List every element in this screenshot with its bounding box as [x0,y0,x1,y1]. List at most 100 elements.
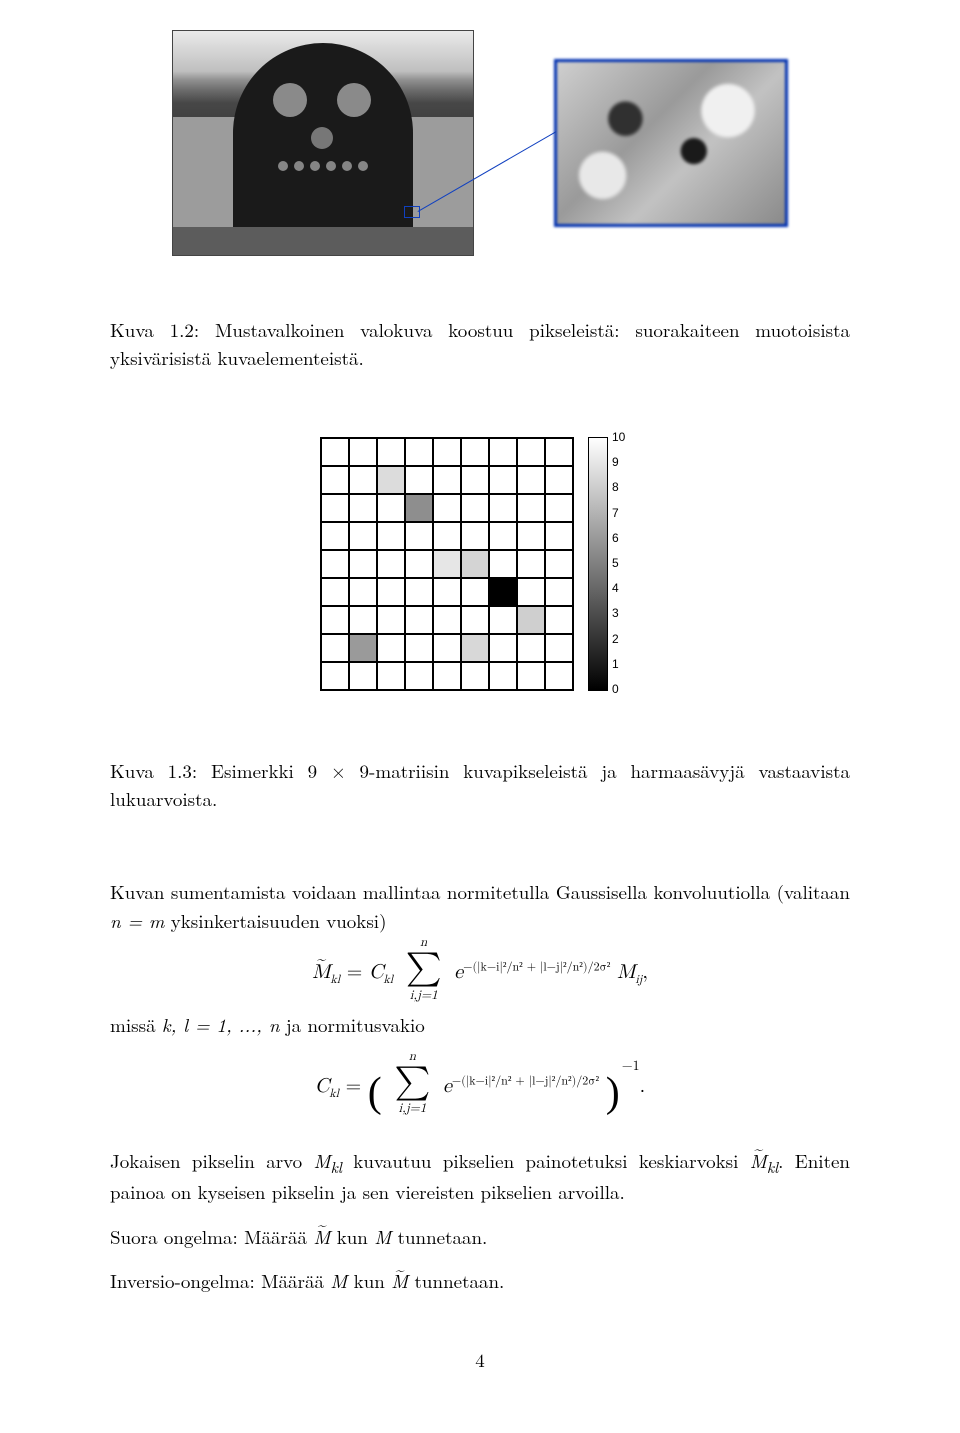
matrix-cell [377,494,405,522]
door-arch [233,43,413,243]
matrix-cell [545,466,573,494]
matrix-cell [377,662,405,690]
p1-nm: n = m [110,907,164,934]
figure-1-3: 109876543210 [110,437,850,691]
matrix-cell [433,550,461,578]
matrix-cell [321,494,349,522]
matrix-cell [489,494,517,522]
p3-kl: kl [331,1154,342,1177]
eq2-e: e [443,1076,452,1096]
matrix-cell [377,438,405,466]
caption-fig-1-3: Kuva 1.3: Esimerkki 9 × 9-matriisin kuva… [110,757,850,812]
photo-main [172,30,474,256]
matrix-cell [405,550,433,578]
colorbar-tick: 10 [612,430,625,444]
porthole-right [337,83,371,117]
eq1-sum-top: n [420,933,427,953]
matrix-cell [461,606,489,634]
matrix-cell [545,578,573,606]
p2-kl: k, l = 1, ..., n [162,1011,280,1038]
matrix-cell [349,466,377,494]
matrix-cell [461,522,489,550]
colorbar-tick: 7 [612,506,619,520]
matrix-cell [433,494,461,522]
matrix-cell [433,522,461,550]
grass [173,227,473,255]
paragraph-4: Suora ongelma: Määrää M kun M tunnetaan. [110,1223,850,1252]
matrix-cell [349,578,377,606]
matrix-cell [377,550,405,578]
matrix-cell [433,578,461,606]
p5-Mtilde: M [391,1267,408,1296]
caption-fig-1-2: Kuva 1.2: Mustavalkoinen valokuva koostu… [110,316,850,371]
matrix-cell [461,578,489,606]
matrix-cell [321,634,349,662]
matrix-cell [545,634,573,662]
matrix-cell [405,662,433,690]
photo-main-frame [172,30,474,256]
p5-M: M [330,1267,347,1294]
matrix-cell [489,634,517,662]
colorbar-tick: 8 [612,480,619,494]
matrix-cell [321,578,349,606]
p5a: Inversio-ongelma: Määrää [110,1267,330,1294]
p3b: kuvautuu pikselien painotetuksi keskiarv… [342,1147,750,1174]
matrix-cell [517,606,545,634]
eq1-exp: −(|k−i|²/n² + |l−j|²/n²)/2σ² [463,962,610,974]
matrix-cell [489,438,517,466]
matrix-cell [349,522,377,550]
paragraph-1: Kuvan sumentamista voidaan mallintaa nor… [110,878,850,935]
colorbar-tick: 4 [612,581,619,595]
colorbar-tick: 9 [612,455,619,469]
matrix-cell [349,606,377,634]
paragraph-5: Inversio-ongelma: Määrää M kun M tunneta… [110,1267,850,1296]
matrix-cell [349,550,377,578]
equation-2: Ckl = ( n ∑ i,j=1 e−(|k−i|²/n² + |l−j|²/… [110,1056,850,1125]
matrix-cell [433,606,461,634]
eq2-neg1: −1 [622,1059,640,1073]
matrix-cell [461,466,489,494]
p4c: tunnetaan. [391,1223,487,1250]
matrix-cell [545,606,573,634]
colorbar-tick: 2 [612,632,619,646]
matrix-cell [321,606,349,634]
colorbar-tick: 5 [612,556,619,570]
matrix-cell [517,494,545,522]
matrix-cell [461,634,489,662]
matrix-cell [545,438,573,466]
paragraph-2: missä k, l = 1, ..., n ja normitusvakio [110,1011,850,1040]
colorbar-strip [588,437,608,691]
matrix-cell [321,550,349,578]
p1b: yksinkertaisuuden vuoksi) [164,907,386,934]
matrix-cell [377,578,405,606]
eq2-sum-top: n [409,1047,416,1067]
p3-Mtilde: M [750,1147,767,1176]
matrix-cell [545,550,573,578]
p1a: Kuvan sumentamista voidaan mallintaa nor… [110,878,850,905]
eq2-sum: n ∑ i,j=1 [394,1065,430,1101]
colorbar: 109876543210 [588,437,640,691]
matrix-cell [489,606,517,634]
porthole-left [273,83,307,117]
matrix-cell [405,606,433,634]
matrix-cell [461,494,489,522]
matrix-cell [489,550,517,578]
figure-1-2 [110,30,850,256]
photo-zoom-inset [554,59,788,227]
colorbar-tick: 6 [612,531,619,545]
eq2-sum-bot: i,j=1 [398,1099,426,1119]
matrix-cell [545,522,573,550]
eq2-eq: = [346,1076,368,1096]
matrix-cell [517,634,545,662]
p2a: missä [110,1011,162,1038]
matrix-cell [405,438,433,466]
matrix-cell [321,466,349,494]
p4b: kun [330,1223,374,1250]
matrix-cell [377,606,405,634]
matrix-cell [321,522,349,550]
matrix-cell [433,662,461,690]
matrix-cell [489,522,517,550]
matrix-cell [461,550,489,578]
matrix-cell [377,466,405,494]
eq1-e: e [454,962,463,982]
